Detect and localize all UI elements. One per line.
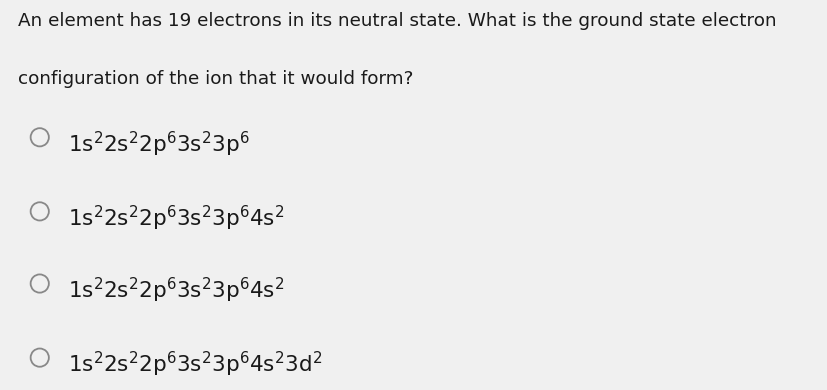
Text: An element has 19 electrons in its neutral state. What is the ground state elect: An element has 19 electrons in its neutr… xyxy=(18,12,776,30)
Text: $\mathregular{1s^22s^22p^63s^23p^64s^23d^2}$: $\mathregular{1s^22s^22p^63s^23p^64s^23d… xyxy=(68,350,322,379)
Text: $\mathregular{1s^22s^22p^63s^23p^6}$: $\mathregular{1s^22s^22p^63s^23p^6}$ xyxy=(68,129,249,159)
Text: configuration of the ion that it would form?: configuration of the ion that it would f… xyxy=(18,70,414,88)
Text: $\mathregular{1s^22s^22p^63s^23p^64s^2}$: $\mathregular{1s^22s^22p^63s^23p^64s^2}$ xyxy=(68,204,284,233)
Text: $\mathregular{1s^22s^22p^63s^23p^64s^2}$: $\mathregular{1s^22s^22p^63s^23p^64s^2}$ xyxy=(68,276,284,305)
